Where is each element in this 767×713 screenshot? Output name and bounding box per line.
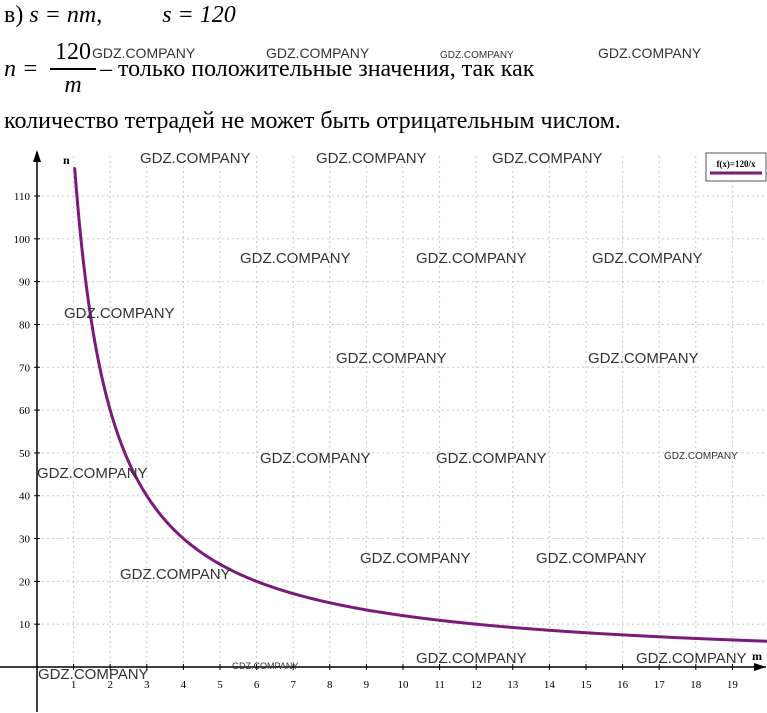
x-tick-label: 16 xyxy=(617,679,629,691)
data-point xyxy=(127,460,130,463)
fraction-bar xyxy=(50,68,96,70)
watermark-text: GDZ.COMPANY xyxy=(92,45,196,61)
x-tick-label: 18 xyxy=(690,679,702,691)
watermark-text: GDZ.COMPANY xyxy=(260,450,371,467)
watermark-text: GDZ.COMPANY xyxy=(360,550,471,567)
watermark-text: GDZ.COMPANY xyxy=(592,250,703,267)
x-tick-label: 6 xyxy=(254,679,260,691)
x-tick-label: 12 xyxy=(471,679,482,691)
data-point xyxy=(218,563,222,566)
y-tick-label: 60 xyxy=(19,405,31,417)
watermark-text: GDZ.COMPANY xyxy=(588,350,699,367)
fraction: 120 m xyxy=(50,38,96,98)
y-tick-label: 30 xyxy=(19,534,31,546)
problem-line-2: n = 120 m – только положительные значени… xyxy=(4,38,764,100)
x-tick-label: 8 xyxy=(327,679,333,691)
x-tick-label: 13 xyxy=(507,679,519,691)
x-tick-label: 4 xyxy=(181,679,187,691)
data-point xyxy=(584,631,588,634)
series-line-f xyxy=(73,168,767,643)
explanation-text: – только положительные значения, так как xyxy=(100,56,535,82)
y-tick-label: 110 xyxy=(14,191,31,203)
equation-2: s = 120 xyxy=(162,2,236,28)
x-tick-label: 14 xyxy=(544,679,556,691)
watermark-text: GDZ.COMPANY xyxy=(492,150,603,167)
chart-axes: mn xyxy=(0,150,766,712)
x-tick-label: 9 xyxy=(364,679,370,691)
x-tick-label: 7 xyxy=(290,679,296,691)
watermark-text: GDZ.COMPANY xyxy=(336,350,447,367)
data-point xyxy=(73,166,76,170)
data-point xyxy=(401,614,405,617)
watermark-text: GDZ.COMPANY xyxy=(440,50,514,61)
watermark-text: GDZ.COMPANY xyxy=(120,566,231,583)
data-point xyxy=(109,408,112,412)
x-tick-label: 19 xyxy=(727,679,739,691)
data-point xyxy=(328,601,331,604)
chart-series xyxy=(73,166,767,643)
watermark-text: GDZ.COMPANY xyxy=(38,666,149,683)
y-axis-arrow xyxy=(33,150,41,162)
legend-box xyxy=(705,152,767,182)
x-axis-label: m xyxy=(752,649,762,663)
x-tick-label: 10 xyxy=(398,679,410,691)
y-tick-label: 10 xyxy=(19,619,31,631)
fraction-numerator: 120 xyxy=(55,39,91,65)
watermark-text: GDZ.COMPANY xyxy=(416,250,527,267)
data-point xyxy=(255,580,258,583)
watermark-text: GDZ.COMPANY xyxy=(64,305,175,322)
x-tick-label: 15 xyxy=(581,679,593,691)
chart-tick-labels: 1 2 3 4 5 6 7 8 9 10 11 12 13 14 15 16 17 18 1910203040506… xyxy=(14,191,739,691)
x-tick-label: 11 xyxy=(434,679,445,691)
y-tick-label: 100 xyxy=(14,234,31,246)
fraction-lhs: n = xyxy=(4,56,39,82)
legend-label: f(x)=120/x xyxy=(716,159,756,169)
x-axis-arrow xyxy=(754,663,766,671)
y-axis-label: n xyxy=(63,153,70,167)
data-point xyxy=(182,537,185,540)
watermark-text: GDZ.COMPANY xyxy=(140,150,251,167)
x-tick-label: 2 xyxy=(107,679,113,691)
problem-line-3: количество тетрадей не может быть отрица… xyxy=(4,108,621,134)
watermark-text: GDZ.COMPANY xyxy=(436,450,547,467)
equation-1: s = nm, xyxy=(29,2,103,28)
watermark-text: GDZ.COMPANY xyxy=(266,45,370,61)
x-tick-label: 3 xyxy=(144,679,150,691)
chart-grid xyxy=(37,156,767,667)
watermark-text: GDZ.COMPANY xyxy=(232,661,298,671)
data-point xyxy=(475,622,478,626)
x-tick-label: 1 xyxy=(71,679,77,691)
data-point xyxy=(79,237,83,240)
y-tick-label: 50 xyxy=(19,448,31,460)
watermark-text: GDZ.COMPANY xyxy=(598,45,702,61)
watermark-text: GDZ.COMPANY xyxy=(664,451,738,462)
y-tick-label: 80 xyxy=(19,319,31,331)
y-tick-label: 90 xyxy=(19,277,31,289)
watermark-text: GDZ.COMPANY xyxy=(240,250,351,267)
y-tick-label: 70 xyxy=(19,362,31,374)
watermarks: GDZ.COMPANY GDZ.COMPANY GDZ.COMPANY GDZ.COM… xyxy=(37,45,747,683)
x-tick-label: 5 xyxy=(217,679,223,691)
y-tick-label: 20 xyxy=(19,576,31,588)
y-tick-label: 40 xyxy=(19,491,31,503)
watermark-text: GDZ.COMPANY xyxy=(636,650,747,667)
problem-line-1: в) s = nm, s = 120 xyxy=(4,2,236,29)
item-label: в) xyxy=(4,2,24,28)
chart-legend: f(x)=120/x xyxy=(705,152,767,182)
data-point xyxy=(90,323,94,326)
x-tick-label: 17 xyxy=(654,679,666,691)
fraction-denominator: m xyxy=(64,72,82,98)
watermark-text: GDZ.COMPANY xyxy=(416,650,527,667)
data-point xyxy=(145,494,148,497)
watermark-text: GDZ.COMPANY xyxy=(37,465,148,482)
watermark-text: GDZ.COMPANY xyxy=(316,150,427,167)
watermark-text: GDZ.COMPANY xyxy=(536,550,647,567)
